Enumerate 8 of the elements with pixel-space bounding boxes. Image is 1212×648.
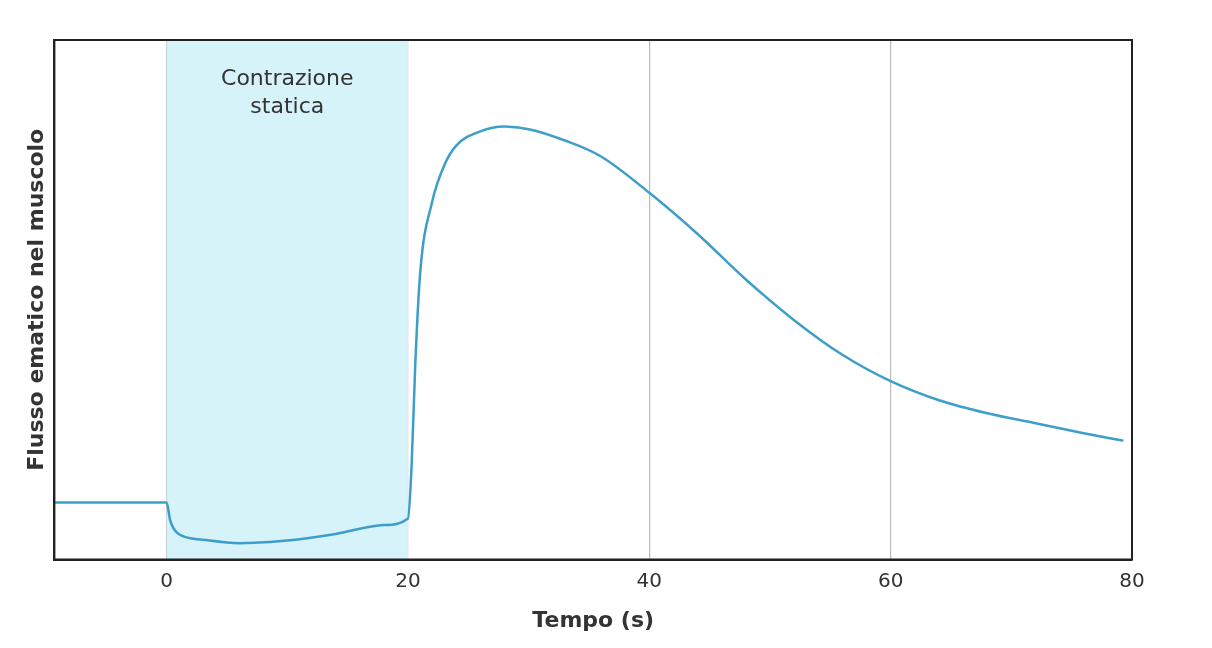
x-tick-label: 20 xyxy=(395,567,421,592)
x-tick-label: 40 xyxy=(636,567,663,592)
x-axis-title: Tempo (s) xyxy=(532,606,655,632)
x-tick-label: 80 xyxy=(1119,567,1145,592)
band-label: Contrazione statica xyxy=(221,64,354,118)
x-tick-label: 0 xyxy=(160,567,173,592)
x-tick-label: 60 xyxy=(877,567,904,592)
y-axis-title: Flusso ematico nel muscolo xyxy=(22,128,48,471)
